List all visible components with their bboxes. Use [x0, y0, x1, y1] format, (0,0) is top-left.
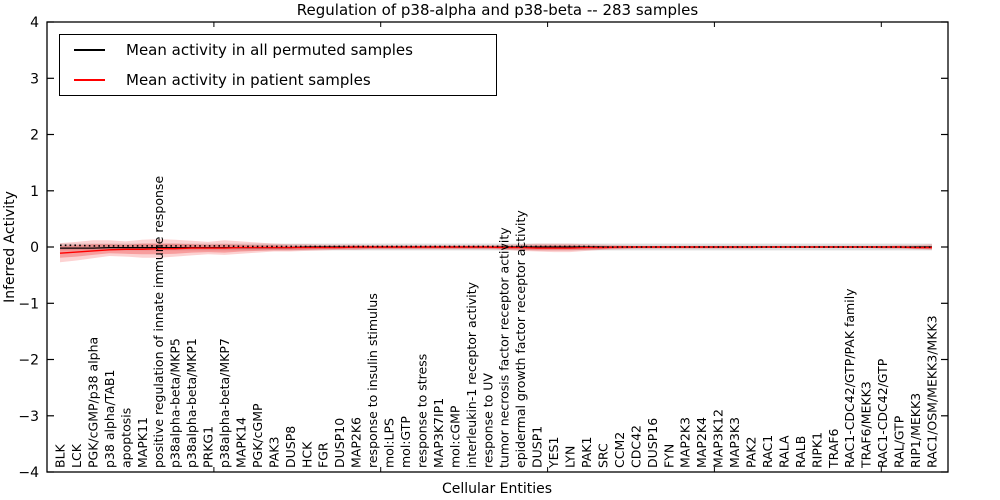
legend: Mean activity in all permuted samples Me…	[59, 34, 497, 96]
category-label: RAL/GTP	[892, 415, 907, 468]
legend-label: Mean activity in all permuted samples	[126, 41, 413, 59]
category-label: CCM2	[612, 432, 627, 468]
category-label: LYN	[563, 446, 578, 468]
x-axis-label: Cellular Entities	[441, 481, 553, 497]
category-label: RAC1-CDC42/GTP	[875, 358, 890, 468]
legend-item-permuted: Mean activity in all permuted samples	[60, 36, 496, 64]
legend-line-black	[74, 49, 105, 51]
category-label: YES1	[546, 437, 561, 469]
category-label: RIPK1	[809, 432, 824, 468]
y-tick-label: −2	[18, 353, 39, 369]
band-patient-samples-range-outer	[60, 239, 932, 263]
category-label: MAPK11	[135, 417, 150, 468]
category-label: positive regulation of innate immune res…	[151, 176, 166, 468]
category-label: RAC1	[760, 435, 775, 468]
category-label: p38 alpha/TAB1	[102, 370, 117, 468]
category-label: apoptosis	[118, 408, 133, 468]
chart-title: Regulation of p38-alpha and p38-beta -- …	[296, 1, 699, 19]
category-label: PAK1	[579, 437, 594, 468]
category-label: interleukin-1 receptor activity	[464, 281, 479, 468]
category-label: DUSP1	[530, 426, 545, 468]
y-tick-label: −3	[18, 409, 39, 425]
y-tick-label: −4	[18, 465, 39, 481]
category-label: response to stress	[415, 354, 430, 468]
category-label: RAC1-CDC42/GTP/PAK family	[842, 288, 857, 468]
category-label: mol:LPS	[382, 418, 397, 468]
y-tick-label: 3	[30, 71, 39, 87]
category-label: MAP3K12	[711, 409, 726, 468]
category-label: response to insulin stimulus	[365, 293, 380, 468]
category-label: LCK	[69, 443, 84, 468]
category-label: MAP3K3	[727, 417, 742, 468]
legend-label: Mean activity in patient samples	[126, 71, 371, 89]
series-line	[60, 244, 932, 248]
category-label: PRKG1	[201, 426, 216, 468]
category-label: RIP1/MEKK3	[908, 393, 923, 468]
y-tick-label: 2	[30, 128, 39, 144]
category-label: MAP2K4	[694, 417, 709, 468]
category-label: RAC1/OSM/MEKK3/MKK3	[925, 315, 940, 468]
category-label: PGK/cGMP	[250, 403, 265, 468]
y-tick-label: 0	[30, 240, 39, 256]
category-label: epidermal growth factor receptor activit…	[513, 210, 528, 468]
category-label: mol:GTP	[398, 416, 413, 468]
category-label: DUSP10	[332, 418, 347, 468]
category-label: tumor necrosis factor receptor activity	[497, 227, 512, 468]
category-label: p38alpha-beta/MKP1	[184, 338, 199, 468]
category-label: MAP2K6	[349, 417, 364, 468]
category-label: p38alpha-beta/MKP5	[168, 338, 183, 468]
category-label: PAK2	[744, 437, 759, 468]
legend-line-red	[74, 79, 105, 81]
category-label: DUSP16	[645, 418, 660, 468]
y-tick-label: 4	[30, 15, 39, 31]
category-label: HCK	[299, 441, 314, 468]
category-label: CDC42	[628, 425, 643, 468]
category-label: PAK3	[266, 437, 281, 468]
category-label: TRAF6/MEKK3	[859, 381, 874, 469]
series-line	[59, 246, 932, 254]
category-label: FGR	[316, 442, 331, 468]
category-label: FYN	[661, 444, 676, 468]
category-label: MAP2K3	[678, 417, 693, 468]
category-label: PGK/cGMP/p38 alpha	[85, 337, 100, 468]
category-label: MAPK14	[234, 417, 249, 468]
category-label: RALA	[776, 435, 791, 468]
category-label: TRAF6	[826, 428, 841, 469]
category-label: mol:cGMP	[447, 405, 462, 468]
category-label: p38alpha-beta/MKP7	[217, 338, 232, 468]
category-label: SRC	[595, 443, 610, 468]
y-tick-label: 1	[30, 184, 39, 200]
legend-item-patient: Mean activity in patient samples	[60, 66, 496, 94]
y-tick-label: −1	[18, 296, 39, 312]
category-label: response to UV	[480, 373, 495, 468]
category-label: BLK	[53, 443, 68, 468]
category-label: MAP3K7IP1	[431, 398, 446, 468]
category-label: DUSP8	[283, 426, 298, 468]
category-label: RALB	[793, 436, 808, 468]
